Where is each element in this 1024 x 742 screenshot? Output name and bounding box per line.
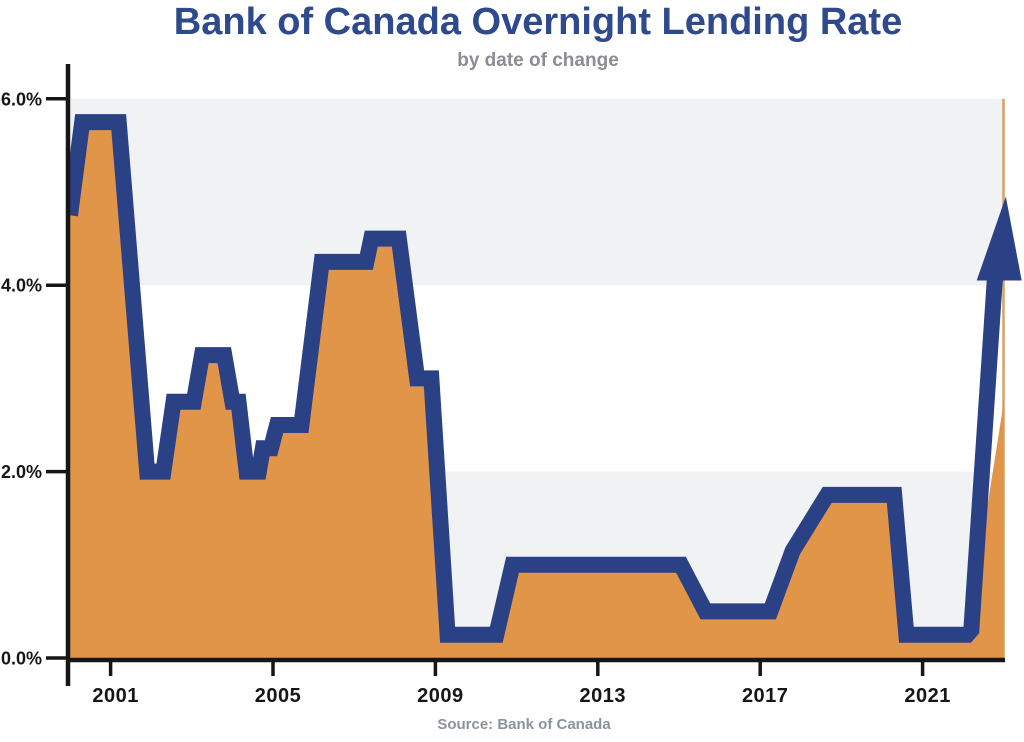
y-tick-label: 2.0% (1, 462, 42, 482)
source-note: Source: Bank of Canada (437, 716, 611, 733)
rate-line (70, 114, 1004, 643)
x-tick-label: 2009 (417, 685, 464, 707)
area-fill (70, 122, 1004, 660)
x-tick-label: 2013 (580, 685, 627, 707)
x-tick-label: 2005 (255, 685, 302, 707)
shaded-band (71, 98, 1003, 286)
y-tick-label: 6.0% (1, 89, 42, 109)
x-tick-label: 2021 (904, 685, 951, 707)
y-tick-label: 0.0% (1, 649, 42, 669)
y-tick-label: 4.0% (1, 276, 42, 296)
x-tick-label: 2001 (92, 685, 139, 707)
chart-subtitle: by date of change (457, 50, 619, 71)
projection-arrowhead (976, 196, 1022, 281)
chart-title: Bank of Canada Overnight Lending Rate (173, 1, 903, 43)
x-tick-label: 2017 (742, 685, 789, 707)
plot-layer (70, 114, 1022, 660)
